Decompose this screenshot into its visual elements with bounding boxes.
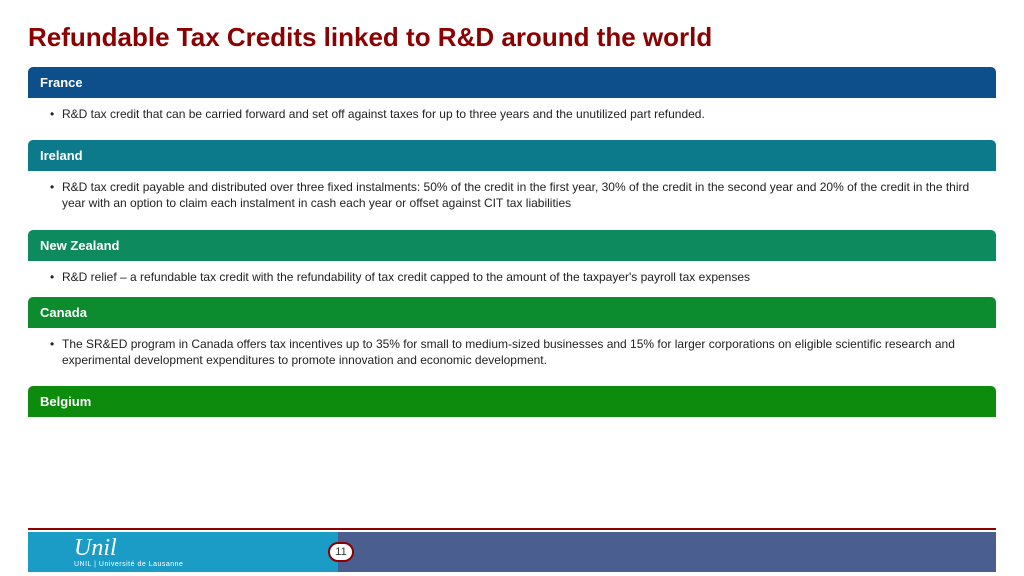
section-new-zealand: New Zealand R&D relief – a refundable ta… [28,230,996,293]
footer-bar-right [338,532,996,572]
footer-divider [28,528,996,530]
footer-bar-left: Unil UNIL | Université de Lausanne [28,532,338,572]
slide: Refundable Tax Credits linked to R&D aro… [0,0,1024,576]
section-body: R&D relief – a refundable tax credit wit… [28,261,996,293]
section-header: Ireland [28,140,996,171]
logo-block: Unil UNIL | Université de Lausanne [74,536,183,568]
logo-subtext: UNIL | Université de Lausanne [74,561,183,568]
section-france: France R&D tax credit that can be carrie… [28,67,996,130]
section-header: Belgium [28,386,996,417]
slide-title: Refundable Tax Credits linked to R&D aro… [28,22,996,53]
footer: Unil UNIL | Université de Lausanne 11 [0,528,1024,576]
page-number-badge: 11 [328,542,354,562]
section-belgium: Belgium [28,386,996,417]
section-body: R&D tax credit that can be carried forwa… [28,98,996,130]
logo-text: Unil [74,536,183,560]
page-number: 11 [335,546,346,558]
section-body: R&D tax credit payable and distributed o… [28,171,996,219]
section-ireland: Ireland R&D tax credit payable and distr… [28,140,996,219]
section-header: New Zealand [28,230,996,261]
section-body: The SR&ED program in Canada offers tax i… [28,328,996,376]
section-header: France [28,67,996,98]
section-header: Canada [28,297,996,328]
section-canada: Canada The SR&ED program in Canada offer… [28,297,996,376]
